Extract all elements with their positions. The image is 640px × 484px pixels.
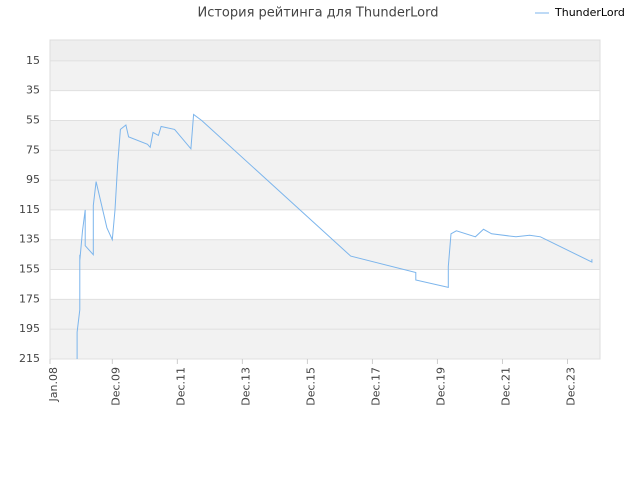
x-tick-label: Dec.15 [304, 367, 317, 406]
x-tick-label: Dec.21 [499, 367, 512, 406]
band [50, 209, 600, 240]
y-tick-label: 15 [26, 54, 40, 67]
y-tick-label: 135 [19, 233, 40, 246]
legend-label: ThunderLord [554, 6, 625, 19]
band [50, 239, 600, 270]
x-tick-label: Dec.23 [564, 367, 577, 406]
band [50, 180, 600, 210]
x-tick-label: Jan.08 [47, 367, 60, 402]
x-tick-label: Dec.19 [434, 367, 447, 406]
band [50, 60, 600, 91]
band [50, 120, 600, 151]
y-tick-label: 35 [26, 84, 40, 97]
band [50, 150, 600, 181]
chart-title: История рейтинга для ThunderLord [197, 6, 438, 21]
y-tick-label: 55 [26, 113, 40, 126]
line [76, 113, 593, 359]
y-tick-label: 115 [19, 203, 40, 216]
y-tick-label: 95 [26, 173, 40, 186]
x-tick-label: Dec.09 [109, 367, 122, 406]
y-tick-label: 175 [19, 292, 40, 305]
band [50, 299, 600, 330]
band [50, 40, 600, 61]
y-tick-label: 75 [26, 143, 40, 156]
y-tick-label: 195 [19, 322, 40, 335]
x-tick-label: Dec.17 [369, 367, 382, 406]
x-tick-label: Dec.11 [174, 367, 187, 406]
y-tick-label: 155 [19, 263, 40, 276]
band [50, 329, 600, 359]
x-tick-label: Dec.13 [239, 367, 252, 406]
y-tick-label: 215 [19, 352, 40, 365]
band [50, 269, 600, 300]
band [50, 90, 600, 121]
